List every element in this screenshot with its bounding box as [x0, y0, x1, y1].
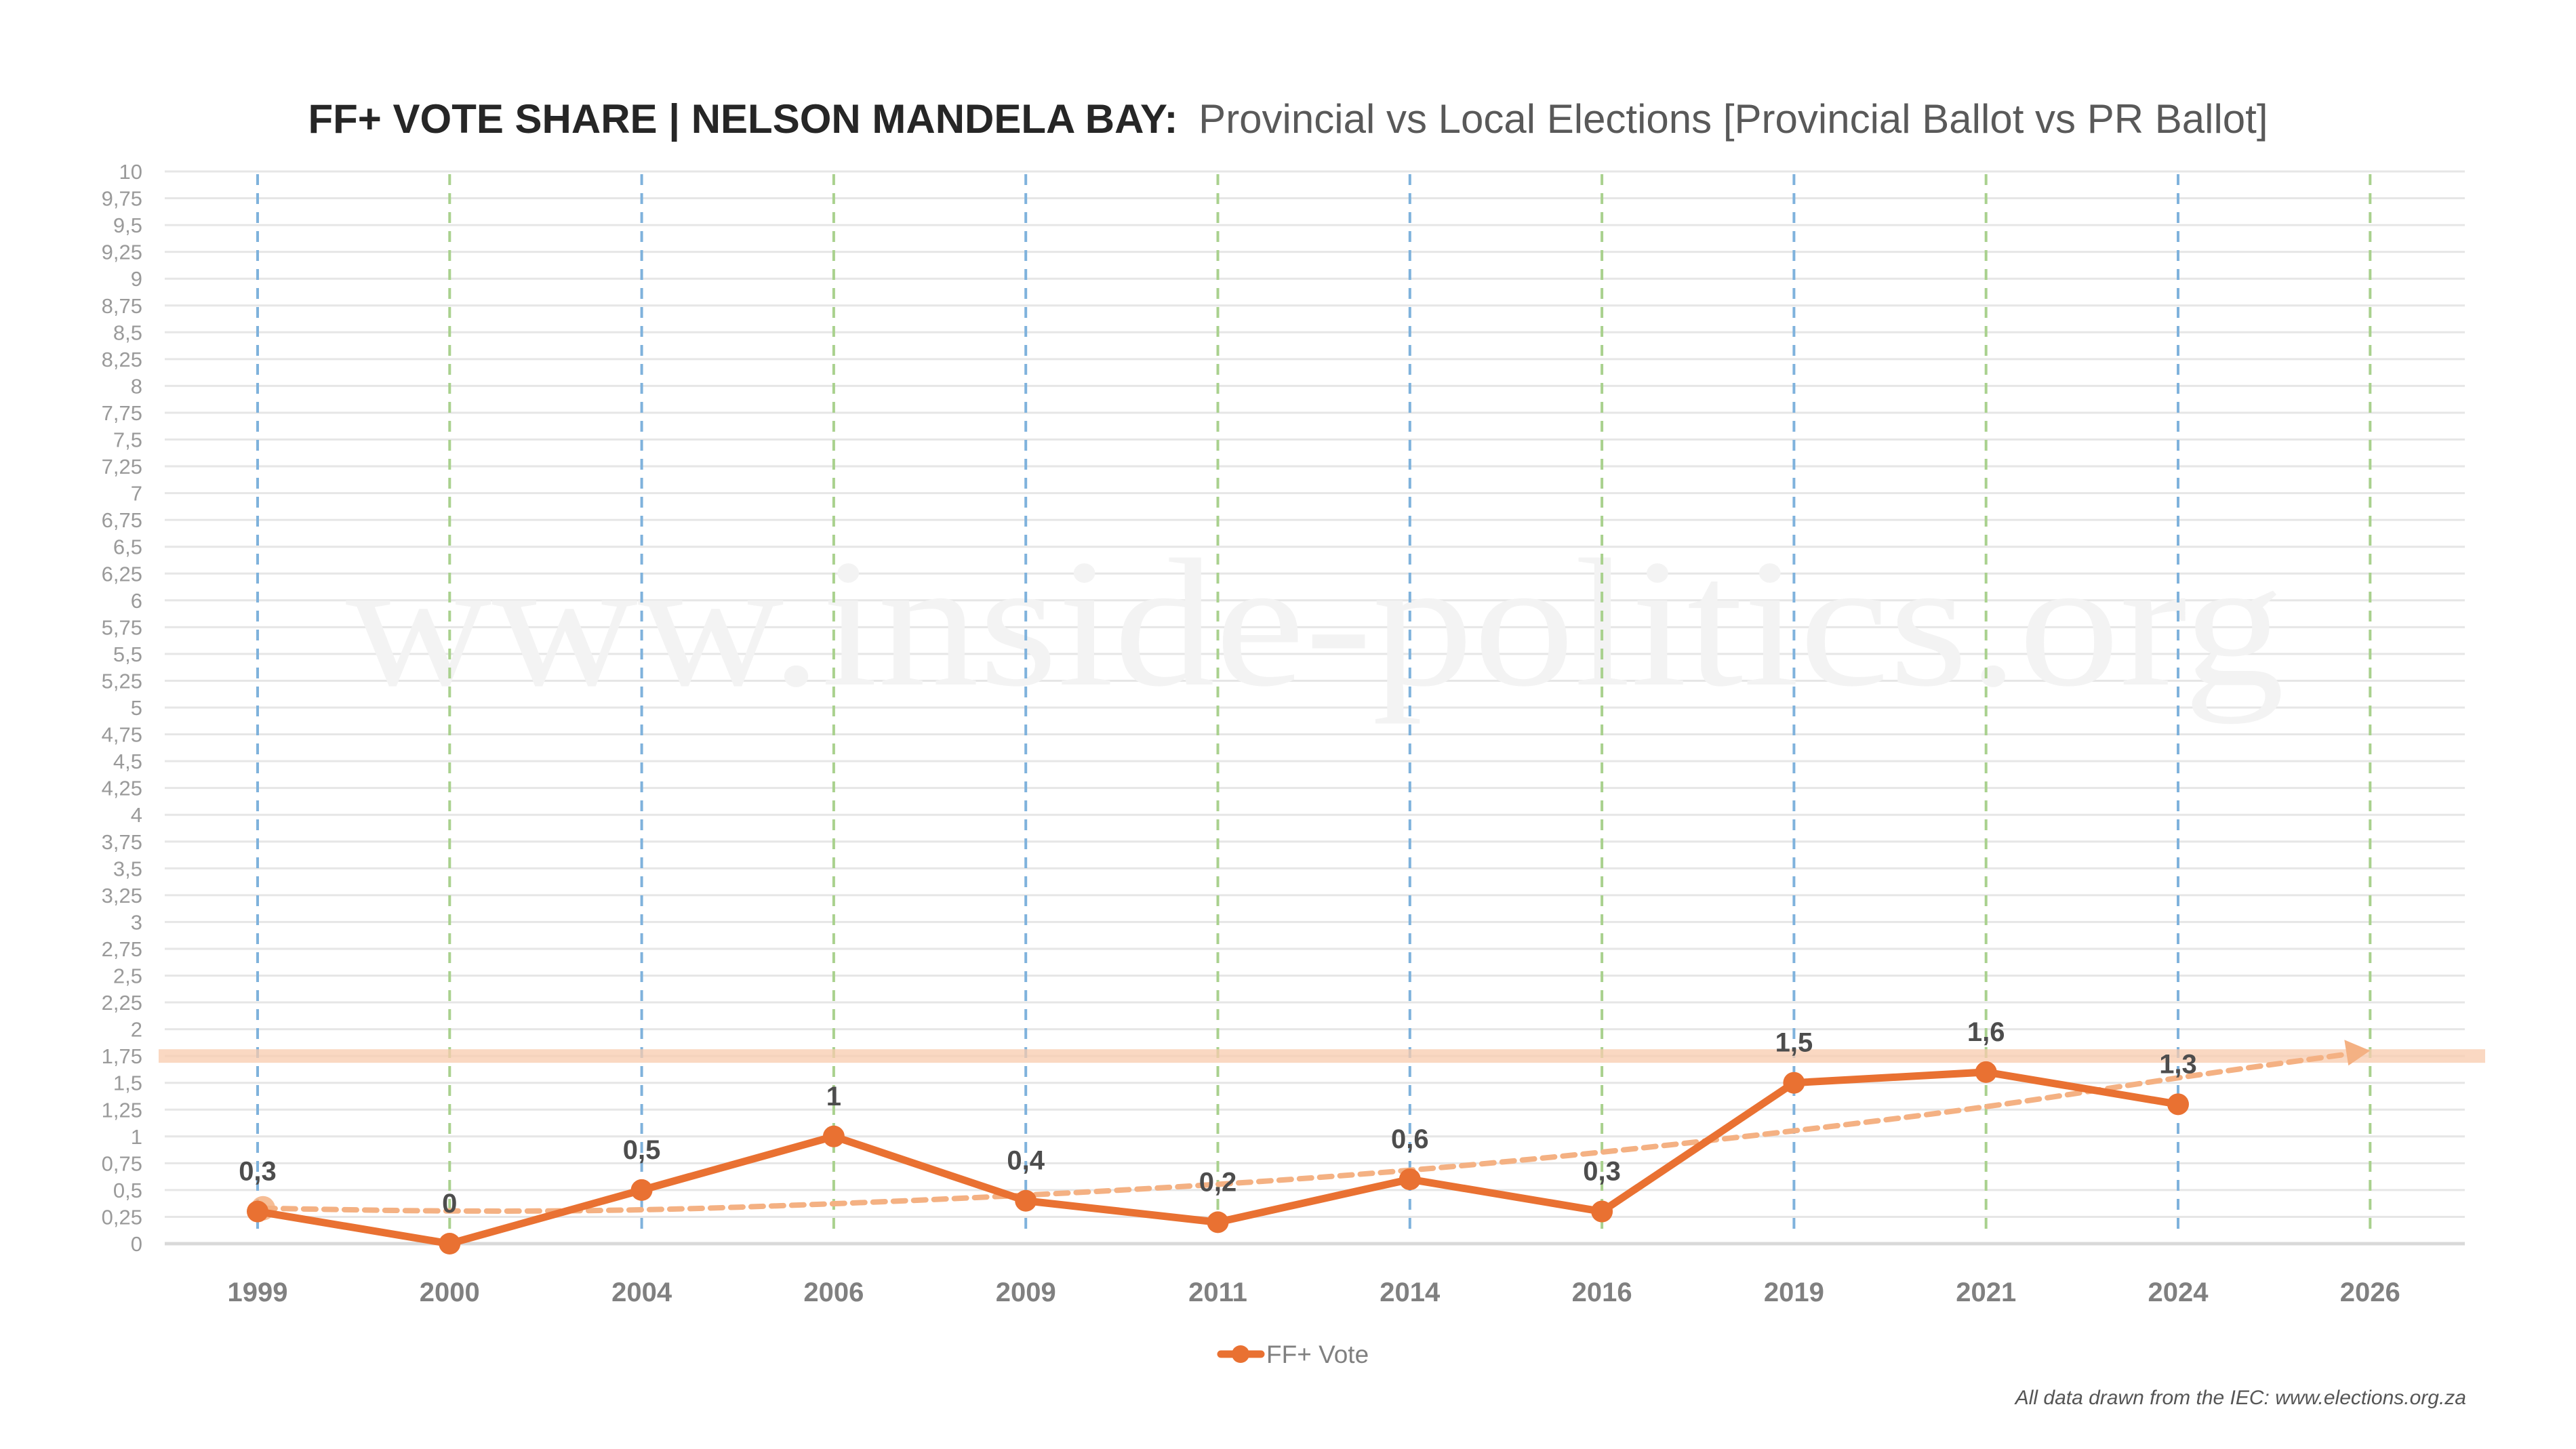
y-tick-label: 5,25: [102, 669, 142, 693]
x-tick-label-2021: 2021: [1956, 1278, 2016, 1307]
y-tick-label: 6,5: [113, 535, 142, 559]
y-tick-label: 2: [131, 1018, 142, 1042]
data-point-1999: [247, 1200, 268, 1223]
y-tick-label: 10: [119, 160, 142, 184]
y-tick-label: 6,25: [102, 562, 142, 586]
y-gridlines: [165, 170, 2465, 1246]
y-tick-label: 8,75: [102, 294, 142, 318]
y-tick-label: 0,25: [102, 1205, 142, 1229]
x-tick-label-2019: 2019: [1764, 1278, 1824, 1307]
y-tick-label: 4,75: [102, 723, 142, 747]
y-tick-label: 6,75: [102, 508, 142, 532]
data-point-2011: [1207, 1211, 1229, 1233]
data-label-1999: 0,3: [239, 1157, 277, 1187]
data-label-2000: 0: [442, 1189, 457, 1219]
x-tick-label-2024: 2024: [2148, 1278, 2209, 1307]
y-tick-label: 0: [131, 1232, 142, 1256]
data-point-2014: [1398, 1168, 1421, 1191]
y-tick-label: 2,75: [102, 937, 142, 961]
data-label-2014: 0,6: [1391, 1124, 1429, 1154]
y-tick-label: 8: [131, 374, 142, 398]
x-axis-tick-labels: 1999 2000 2004 2006 2009 2011 2014 2016 2019 2021…: [228, 1278, 2400, 1307]
chart-title-bold: FF+ VOTE SHARE | NELSON MANDELA BAY:: [308, 96, 1178, 142]
data-point-2021: [1975, 1061, 1997, 1083]
data-point-2006: [822, 1125, 845, 1147]
chart-title: FF+ VOTE SHARE | NELSON MANDELA BAY: Pro…: [308, 96, 2268, 142]
data-label-2009: 0,4: [1007, 1146, 1045, 1176]
y-tick-label: 3,25: [102, 884, 142, 907]
watermark: www.inside-politics.org: [346, 522, 2285, 724]
y-tick-label: 3,5: [113, 857, 142, 880]
chart-title-light: Provincial vs Local Elections [Provincia…: [1199, 96, 2268, 142]
y-tick-label: 7,25: [102, 455, 142, 478]
series-ff-vote: 0,3 0 0,5 1 0,4 0,2 0,6 0,3 1,5 1,6 1,3: [239, 1017, 2197, 1254]
y-tick-label: 0,75: [102, 1151, 142, 1175]
data-label-2006: 1: [826, 1082, 841, 1111]
data-point-2016: [1591, 1200, 1613, 1223]
reference-band: [159, 1049, 2485, 1063]
y-tick-label: 7,75: [102, 401, 142, 425]
y-tick-label: 4,25: [102, 777, 142, 800]
y-tick-label: 9,25: [102, 241, 142, 264]
y-tick-label: 4,5: [113, 750, 142, 773]
x-tick-label-1999: 1999: [228, 1278, 288, 1307]
y-tick-label: 7,5: [113, 428, 142, 452]
legend-marker-icon: [1232, 1345, 1249, 1363]
y-tick-label: 5,75: [102, 615, 142, 639]
y-tick-label: 7: [131, 482, 142, 506]
y-tick-label: 8,25: [102, 348, 142, 371]
legend-label-ff-vote: FF+ Vote: [1266, 1341, 1369, 1368]
trend-arrowhead-icon: [2344, 1040, 2371, 1066]
x-tick-label-2014: 2014: [1380, 1278, 1441, 1307]
x-tick-label-2009: 2009: [996, 1278, 1056, 1307]
data-point-2009: [1015, 1189, 1037, 1212]
y-tick-label: 2,5: [113, 964, 142, 988]
data-point-2004: [630, 1179, 653, 1201]
y-tick-label: 9,75: [102, 187, 142, 211]
x-tick-label-2026: 2026: [2340, 1278, 2400, 1307]
source-note: All data drawn from the IEC: www.electio…: [2014, 1387, 2466, 1409]
y-tick-label: 3,75: [102, 830, 142, 854]
data-label-2016: 0,3: [1583, 1157, 1621, 1187]
y-tick-label: 9: [131, 267, 142, 291]
data-label-2004: 0,5: [623, 1135, 661, 1165]
data-label-2019: 1,5: [1775, 1028, 1813, 1058]
x-tick-label-2006: 2006: [803, 1278, 864, 1307]
y-tick-label: 1: [131, 1125, 142, 1149]
data-label-2024: 1,3: [2159, 1049, 2197, 1079]
y-axis-tick-labels: 0 0,25 0,5 0,751 1,25 1,5 1,752 2,25 2,5 2,75 3 3,2…: [102, 160, 142, 1256]
x-tick-label-2011: 2011: [1188, 1278, 1247, 1307]
y-tick-label: 5,5: [113, 642, 142, 666]
y-tick-label: 1,25: [102, 1098, 142, 1122]
legend: FF+ Vote: [1217, 1341, 1369, 1368]
y-tick-label: 9,5: [113, 213, 142, 237]
y-tick-label: 3: [131, 910, 142, 934]
y-tick-label: 4: [131, 803, 142, 827]
trend-arrow: [251, 1040, 2371, 1221]
data-label-2021: 1,6: [1967, 1017, 2005, 1047]
data-label-2011: 0,2: [1199, 1167, 1237, 1197]
y-tick-label: 1,5: [113, 1072, 142, 1095]
y-tick-label: 6: [131, 589, 142, 613]
data-point-2000: [439, 1233, 461, 1254]
data-point-2019: [1783, 1072, 1805, 1094]
y-tick-label: 2,25: [102, 991, 142, 1015]
y-tick-label: 0,5: [113, 1179, 142, 1202]
y-tick-label: 1,75: [102, 1044, 142, 1068]
x-tick-label-2000: 2000: [420, 1278, 480, 1307]
data-point-2024: [2167, 1093, 2189, 1116]
y-tick-label: 8,5: [113, 321, 142, 344]
y-tick-label: 5: [131, 696, 142, 720]
x-tick-label-2016: 2016: [1572, 1278, 1632, 1307]
x-tick-label-2004: 2004: [611, 1278, 672, 1307]
